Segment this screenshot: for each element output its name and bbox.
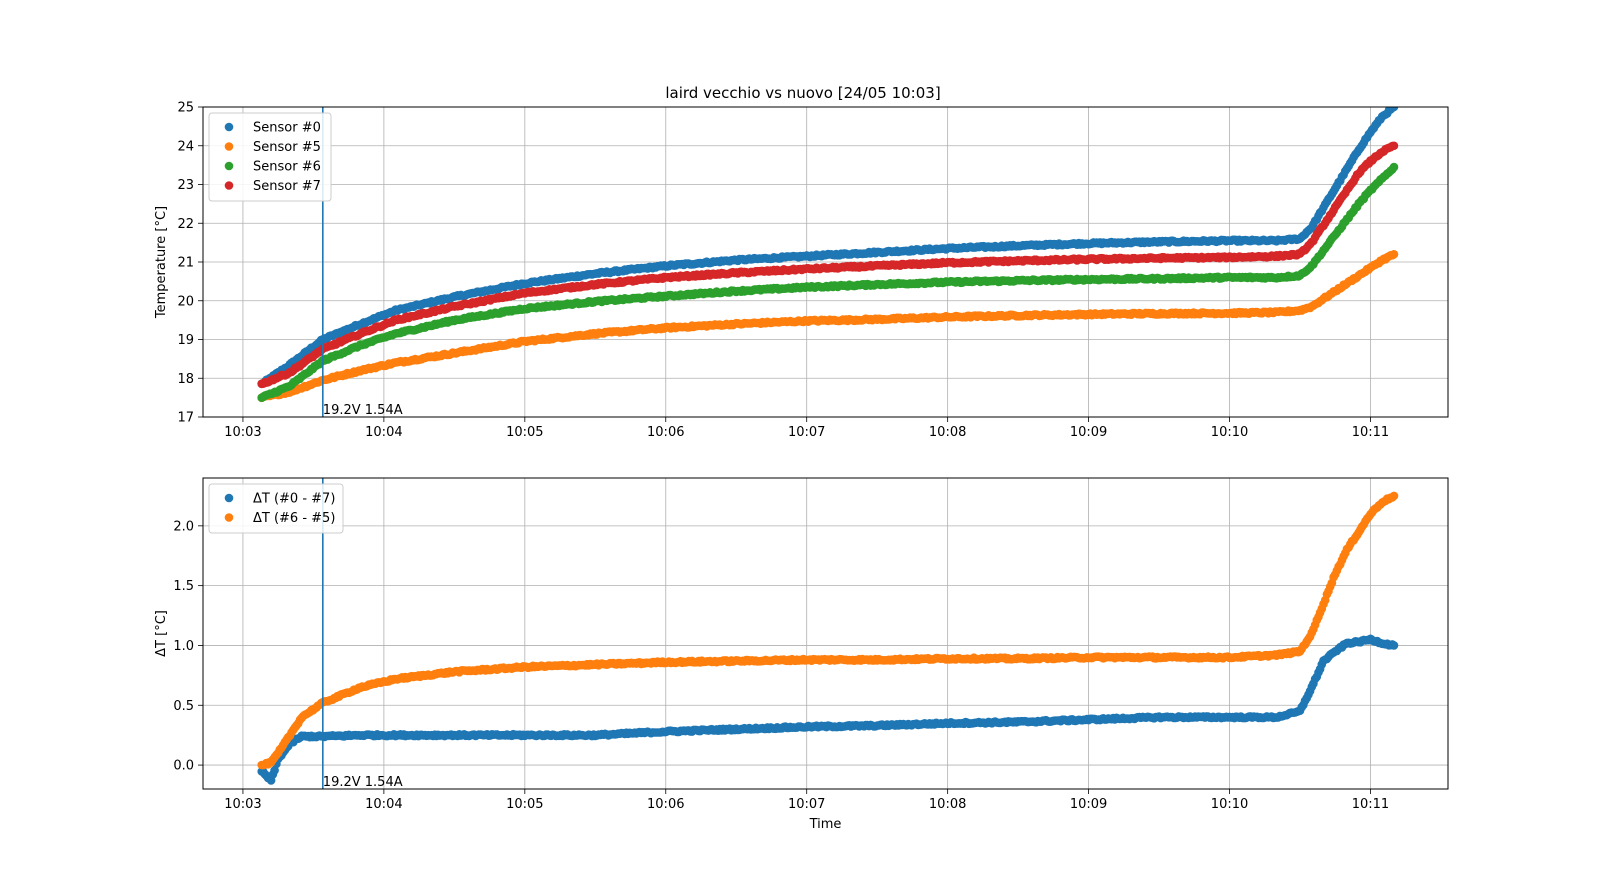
axes-frame xyxy=(202,477,1449,790)
data-point xyxy=(1389,249,1399,259)
x-tick-label: 10:08 xyxy=(929,797,966,812)
x-tick-label: 10:05 xyxy=(506,797,543,812)
y-tick-label: 22 xyxy=(177,217,194,232)
x-tick-label: 10:06 xyxy=(647,797,684,812)
legend-marker xyxy=(224,161,234,171)
x-tick-label: 10:04 xyxy=(365,797,402,812)
series-3 xyxy=(257,141,1399,389)
annotation-label: 19.2V 1.54A xyxy=(323,403,403,418)
x-axis-label: Time xyxy=(809,817,842,832)
data-point xyxy=(1389,641,1399,650)
y-tick-label: 17 xyxy=(177,411,194,426)
x-tick-label: 10:11 xyxy=(1352,797,1389,812)
x-tick-label: 10:09 xyxy=(1070,425,1107,440)
legend-entry: Sensor #5 xyxy=(253,140,321,155)
y-tick-label: 1.0 xyxy=(173,639,194,654)
y-tick-label: 20 xyxy=(177,294,194,309)
y-axis-label: ΔT [°C] xyxy=(154,610,169,657)
data-point xyxy=(1389,162,1399,172)
series-1 xyxy=(257,491,1399,770)
y-tick-label: 0.0 xyxy=(173,759,194,774)
y-tick-label: 25 xyxy=(177,101,194,116)
y-tick-label: 21 xyxy=(177,256,194,271)
legend-entry: ΔT (#6 - #5) xyxy=(253,511,335,526)
delta-t-plot: 10:03 10:04 10:05 10:06 10:07 10:08 10:09 10:10… xyxy=(154,477,1449,832)
legend-marker xyxy=(224,142,234,151)
y-tick-label: 23 xyxy=(177,178,194,193)
legend-entry: Sensor #6 xyxy=(253,160,321,175)
figure-title: laird vecchio vs nuovo [24/05 10:03] xyxy=(665,84,940,102)
x-tick-label: 10:10 xyxy=(1211,797,1248,812)
x-tick-label: 10:08 xyxy=(929,425,966,440)
y-axis-label: Temperature [°C] xyxy=(154,206,169,319)
data-point xyxy=(1389,107,1399,112)
legend-marker xyxy=(224,493,234,503)
temperature-plot: 10:03 10:04 10:05 10:06 10:07 10:08 10:09 10:10… xyxy=(154,101,1449,440)
data-point xyxy=(1389,491,1399,501)
y-tick-label: 0.5 xyxy=(173,699,194,714)
legend: Sensor #0 Sensor #5 Sensor #6 Sensor #7 xyxy=(208,112,332,202)
data-point xyxy=(1389,141,1399,151)
series-0 xyxy=(257,107,1399,389)
annotation-label: 19.2V 1.54A xyxy=(323,775,403,790)
y-tick-label: 1.5 xyxy=(173,579,194,594)
series-2 xyxy=(257,162,1399,403)
y-tick-label: 2.0 xyxy=(173,519,194,534)
x-tick-label: 10:10 xyxy=(1211,425,1248,440)
x-tick-label: 10:05 xyxy=(506,425,543,440)
legend-entry: Sensor #0 xyxy=(253,121,321,136)
x-tick-label: 10:04 xyxy=(365,425,402,440)
legend-entry: ΔT (#0 - #7) xyxy=(253,492,335,507)
axes-frame xyxy=(202,106,1449,418)
y-tick-label: 18 xyxy=(177,372,194,387)
x-tick-label: 10:07 xyxy=(788,425,825,440)
series-1 xyxy=(257,249,1399,403)
legend-marker xyxy=(224,122,234,132)
series-0 xyxy=(257,634,1399,785)
y-tick-label: 24 xyxy=(177,139,194,154)
legend-marker xyxy=(224,181,234,190)
x-tick-label: 10:09 xyxy=(1070,797,1107,812)
x-tick-label: 10:07 xyxy=(788,797,825,812)
legend: ΔT (#0 - #7) ΔT (#6 - #5) xyxy=(208,483,344,534)
x-tick-label: 10:11 xyxy=(1352,425,1389,440)
x-tick-label: 10:03 xyxy=(224,425,261,440)
legend-entry: Sensor #7 xyxy=(253,179,321,194)
y-tick-label: 19 xyxy=(177,333,194,348)
legend-marker xyxy=(224,513,234,522)
x-tick-label: 10:06 xyxy=(647,425,684,440)
x-tick-label: 10:03 xyxy=(224,797,261,812)
